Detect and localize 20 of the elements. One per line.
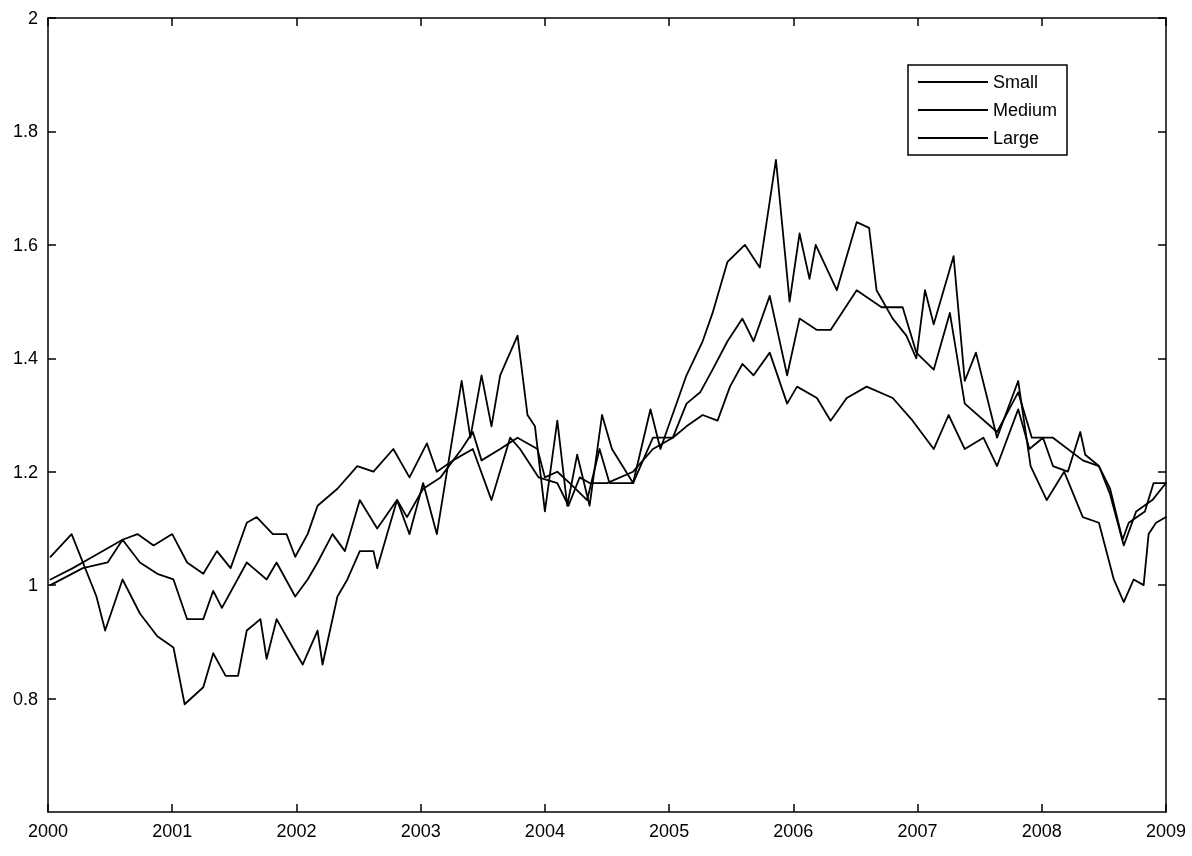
x-tick-label: 2003 (400, 821, 441, 841)
legend-label: Medium (992, 100, 1058, 120)
x-tick-label: 2008 (1021, 821, 1062, 841)
legend-label: Small (992, 72, 1038, 92)
x-tick-label: 2009 (1145, 821, 1187, 841)
x-tick-label: 2002 (276, 821, 317, 841)
x-tick-label: 2000 (27, 821, 69, 841)
x-tick-label: 2005 (649, 821, 690, 841)
y-tick-label: 1.6 (12, 234, 38, 255)
y-tick-label: 0.8 (12, 688, 38, 709)
y-tick-label: 1.2 (12, 461, 38, 482)
y-tick-label: 1 (27, 575, 38, 596)
x-tick-label: 2001 (152, 821, 193, 841)
y-tick-label: 1.8 (12, 121, 38, 142)
x-tick-label: 2006 (773, 821, 814, 841)
y-tick-label: 1.4 (12, 348, 38, 369)
x-tick-label: 2007 (897, 821, 938, 841)
legend-label: Large (992, 128, 1040, 148)
y-tick-label: 2 (27, 8, 38, 28)
x-tick-label: 2004 (524, 821, 565, 841)
